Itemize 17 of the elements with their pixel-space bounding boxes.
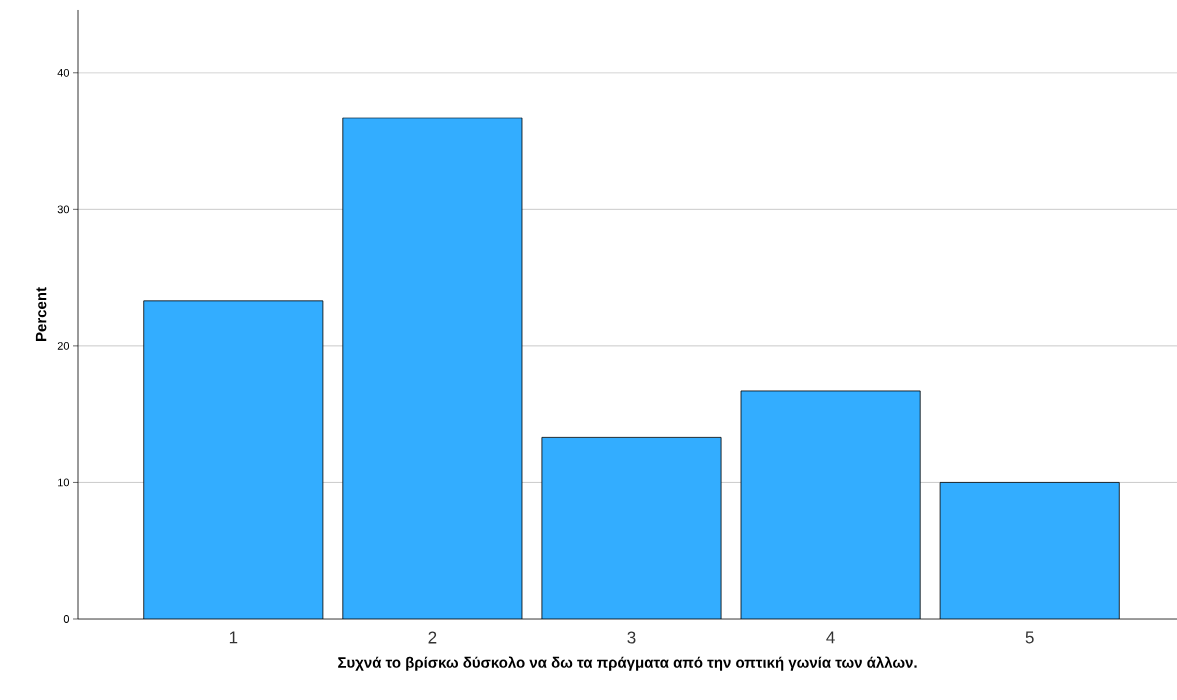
bar bbox=[741, 390, 921, 619]
x-tick-label: 2 bbox=[428, 631, 437, 644]
x-tick-label: 1 bbox=[229, 631, 238, 644]
y-axis-title: Percent bbox=[35, 287, 47, 341]
y-tick-label: 20 bbox=[57, 342, 70, 350]
x-tick-label: 5 bbox=[1025, 631, 1034, 644]
x-axis-title: Συχνά το βρίσκω δύσκολο να δω τα πράγματα από την οπτική γωνία των άλλων. bbox=[338, 656, 917, 671]
y-tick-label: 10 bbox=[58, 478, 70, 487]
x-tick-label: 3 bbox=[627, 631, 636, 644]
bar bbox=[541, 437, 722, 619]
y-tick-label: 40 bbox=[57, 68, 70, 77]
y-tick-label: 0 bbox=[63, 615, 70, 623]
bar bbox=[939, 482, 1120, 619]
y-tick-label: 30 bbox=[57, 205, 70, 214]
bar bbox=[342, 117, 522, 619]
x-tick-label: 4 bbox=[826, 631, 835, 644]
bar bbox=[143, 300, 323, 619]
